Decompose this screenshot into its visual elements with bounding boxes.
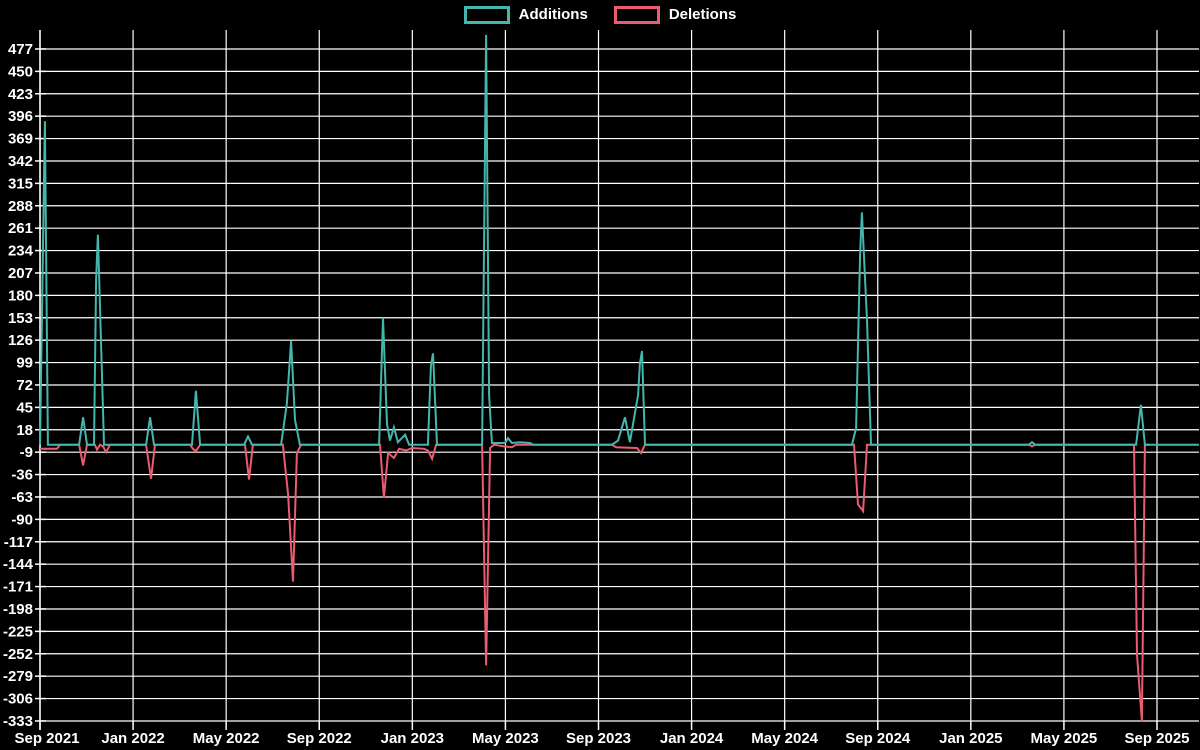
svg-text:-90: -90 <box>11 511 33 528</box>
svg-text:-198: -198 <box>3 601 33 618</box>
svg-text:-333: -333 <box>3 713 33 730</box>
svg-text:-279: -279 <box>3 668 33 685</box>
svg-text:Jan 2024: Jan 2024 <box>660 730 724 747</box>
svg-text:396: 396 <box>8 108 33 125</box>
svg-text:Sep 2023: Sep 2023 <box>566 730 631 747</box>
svg-text:18: 18 <box>16 422 33 439</box>
legend-label-deletions: Deletions <box>668 6 737 23</box>
svg-text:-36: -36 <box>11 467 33 484</box>
svg-text:Jan 2023: Jan 2023 <box>381 730 444 747</box>
svg-text:-225: -225 <box>3 623 33 640</box>
svg-text:261: 261 <box>8 220 33 237</box>
svg-text:-63: -63 <box>11 489 33 506</box>
legend-item-deletions: Deletions <box>613 6 737 24</box>
svg-text:-144: -144 <box>3 556 34 573</box>
additions-swatch-icon <box>463 6 510 24</box>
svg-text:423: 423 <box>8 86 33 103</box>
svg-text:450: 450 <box>8 63 33 80</box>
svg-text:342: 342 <box>8 153 33 170</box>
svg-text:-171: -171 <box>3 579 33 596</box>
svg-text:May 2024: May 2024 <box>751 730 818 747</box>
svg-text:153: 153 <box>8 310 33 327</box>
svg-text:-9: -9 <box>20 444 33 461</box>
additions-line <box>39 34 1199 446</box>
legend-label-additions: Additions <box>518 6 588 23</box>
deletions-line <box>40 443 1150 722</box>
svg-text:-252: -252 <box>3 646 33 663</box>
svg-text:Sep 2022: Sep 2022 <box>287 730 352 747</box>
svg-text:207: 207 <box>8 265 33 282</box>
svg-text:72: 72 <box>16 377 33 394</box>
svg-text:May 2025: May 2025 <box>1031 730 1098 747</box>
svg-text:Jan 2022: Jan 2022 <box>101 730 164 747</box>
svg-text:Sep 2021: Sep 2021 <box>14 730 79 747</box>
legend-item-additions: Additions <box>463 6 588 24</box>
x-grid-and-labels: Sep 2021 Jan 2022 May 2022 Sep 2022 Jan 2023… <box>14 30 1190 747</box>
svg-text:369: 369 <box>8 131 33 148</box>
svg-text:Sep 2025: Sep 2025 <box>1124 730 1189 747</box>
svg-text:234: 234 <box>8 243 34 260</box>
svg-text:477: 477 <box>8 41 33 58</box>
svg-text:-117: -117 <box>4 534 33 551</box>
svg-text:288: 288 <box>8 198 33 215</box>
svg-text:315: 315 <box>8 175 33 192</box>
deletions-swatch-icon <box>613 6 660 24</box>
svg-text:May 2022: May 2022 <box>193 730 260 747</box>
svg-text:Jan 2025: Jan 2025 <box>939 730 1002 747</box>
svg-text:180: 180 <box>8 287 33 304</box>
svg-text:126: 126 <box>8 332 33 349</box>
svg-text:45: 45 <box>16 399 33 416</box>
svg-text:-306: -306 <box>3 691 33 708</box>
svg-text:Sep 2024: Sep 2024 <box>845 730 911 747</box>
svg-text:May 2023: May 2023 <box>472 730 539 747</box>
svg-text:99: 99 <box>16 355 33 372</box>
y-grid-and-labels: 477 450 423 396 369 342 315 288 261 234 207 180 153 1… <box>3 41 1199 730</box>
chart-legend: Additions Deletions <box>0 6 1200 24</box>
